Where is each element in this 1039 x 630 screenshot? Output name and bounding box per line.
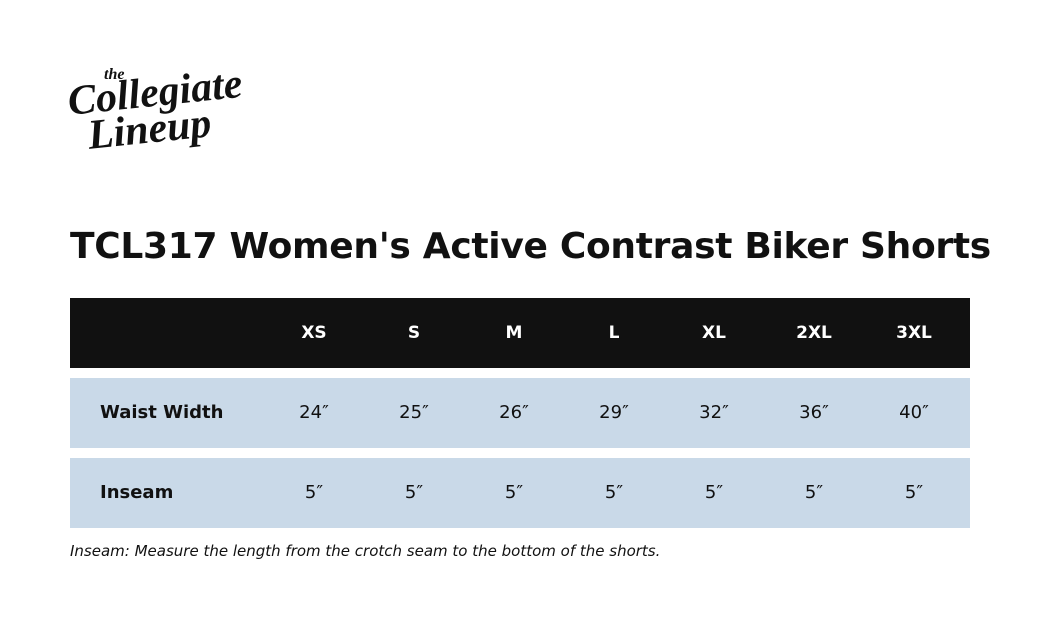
table-cell: 5″ bbox=[404, 482, 424, 503]
header-cell: 2XL bbox=[796, 323, 832, 343]
table-cell: 40″ bbox=[899, 402, 929, 423]
table-cell: 32″ bbox=[699, 402, 729, 423]
table-cell: 26″ bbox=[499, 402, 529, 423]
row-label: Waist Width bbox=[100, 402, 224, 423]
table-cell: 36″ bbox=[799, 402, 829, 423]
header-cell: L bbox=[608, 323, 620, 343]
header-cell: XS bbox=[301, 323, 327, 343]
logo-small: the bbox=[104, 66, 125, 83]
header-row: XS S M L XL 2XL 3XL bbox=[70, 298, 970, 368]
table-cell: 24″ bbox=[299, 402, 329, 423]
table-cell: 29″ bbox=[599, 402, 629, 423]
table-cell: 5″ bbox=[804, 482, 824, 503]
table-cell: 25″ bbox=[399, 402, 429, 423]
header-cell: XL bbox=[702, 323, 726, 343]
title: TCL317 Women's Active Contrast Biker Sho… bbox=[70, 226, 991, 267]
row-label: Inseam bbox=[100, 482, 174, 503]
header-cell: S bbox=[407, 323, 421, 343]
note: Inseam: Measure the length from the crot… bbox=[70, 542, 661, 560]
header-cell: 3XL bbox=[896, 323, 932, 343]
table-row: Waist Width 24″ 25″ 26″ 29″ 32″ 36″ 40″ bbox=[70, 378, 970, 448]
header-cell: M bbox=[505, 323, 523, 343]
table-cell: 5″ bbox=[504, 482, 524, 503]
table-cell: 5″ bbox=[904, 482, 924, 503]
table-row: Inseam 5″ 5″ 5″ 5″ 5″ 5″ 5″ bbox=[70, 458, 970, 528]
table-cell: 5″ bbox=[604, 482, 624, 503]
table-cell: 5″ bbox=[304, 482, 324, 503]
table-cell: 5″ bbox=[704, 482, 724, 503]
